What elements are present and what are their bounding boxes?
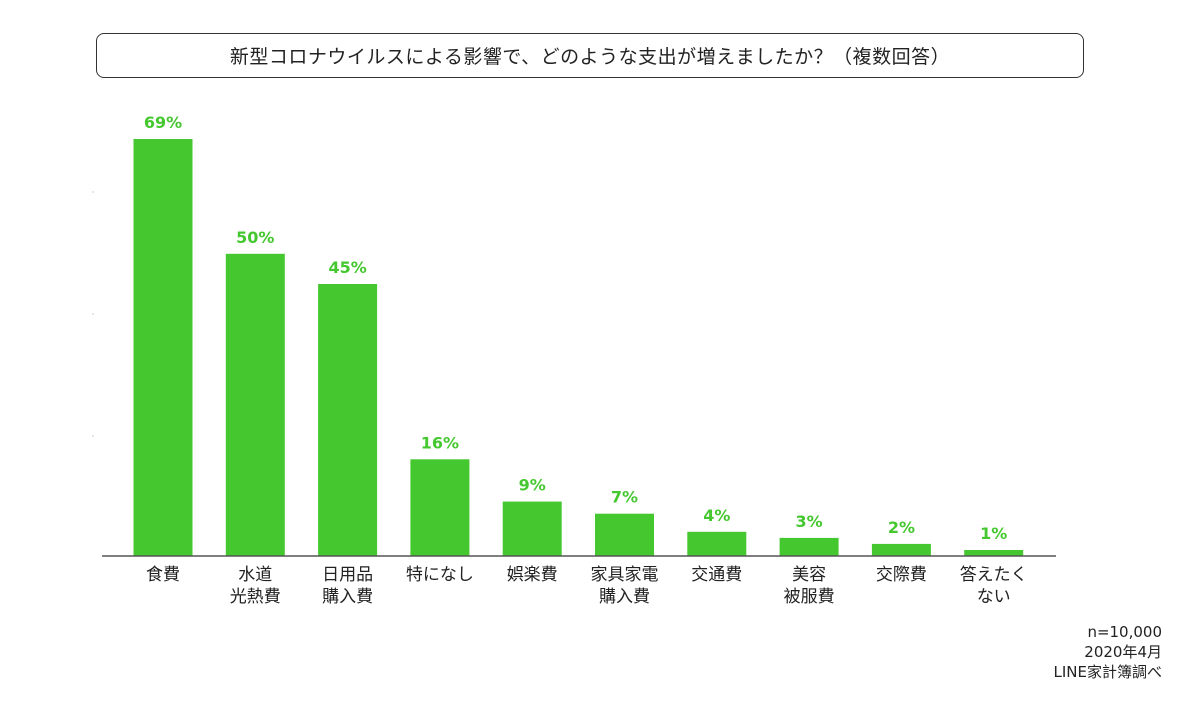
category-label: 交通費 bbox=[691, 565, 742, 585]
category-label: 交際費 bbox=[876, 565, 927, 585]
bar-value-label: 45% bbox=[328, 258, 366, 277]
chart-title-box: 新型コロナウイルスによる影響で、どのような支出が増えましたか？（複数回答） bbox=[96, 33, 1084, 78]
bar-value-label: 69% bbox=[144, 113, 182, 132]
chart-title: 新型コロナウイルスによる影響で、どのような支出が増えましたか？（複数回答） bbox=[229, 46, 951, 68]
category-label: 娯楽費 bbox=[507, 565, 558, 585]
bar-value-label: 4% bbox=[703, 506, 730, 525]
bar-value-label: 1% bbox=[980, 524, 1007, 543]
survey-date-note: 2020年4月 bbox=[1084, 643, 1162, 661]
category-label: 日用品 bbox=[322, 565, 373, 585]
sample-size-note: n=10,000 bbox=[1087, 623, 1162, 641]
category-label: 家具家電 bbox=[591, 565, 659, 585]
source-note: LINE家計簿調べ bbox=[1053, 663, 1162, 681]
category-label: 食費 bbox=[146, 565, 180, 585]
bar bbox=[779, 537, 839, 556]
category-label: 水道 bbox=[238, 565, 272, 585]
category-label: ない bbox=[977, 587, 1011, 607]
bar bbox=[502, 501, 562, 556]
bar bbox=[687, 531, 747, 556]
bar-value-label: 50% bbox=[236, 228, 274, 247]
bar bbox=[318, 284, 378, 556]
bar bbox=[225, 253, 285, 557]
bar-value-label: 3% bbox=[796, 512, 823, 531]
category-label: 特になし bbox=[406, 565, 474, 585]
category-label: 購入費 bbox=[599, 587, 650, 607]
bar-value-label: 9% bbox=[519, 476, 546, 495]
bar-value-label: 2% bbox=[888, 518, 915, 537]
bar bbox=[964, 550, 1024, 556]
category-label: 購入費 bbox=[322, 587, 373, 607]
bar bbox=[595, 513, 654, 556]
bar-value-label: 16% bbox=[421, 433, 459, 452]
category-label: 光熱費 bbox=[230, 587, 281, 607]
bar bbox=[410, 459, 470, 556]
bar bbox=[133, 139, 193, 556]
chart-footer: n=10,000 2020年4月 LINE家計簿調べ bbox=[1054, 622, 1162, 682]
category-label: 答えたく bbox=[960, 565, 1028, 585]
bar bbox=[871, 543, 931, 556]
bar-value-label: 7% bbox=[611, 488, 638, 507]
category-label: 被服費 bbox=[784, 587, 835, 607]
category-label: 美容 bbox=[792, 565, 826, 585]
